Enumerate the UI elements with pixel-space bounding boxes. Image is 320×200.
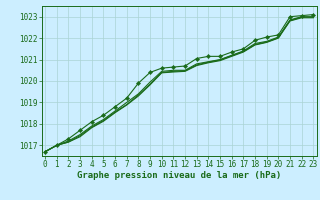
X-axis label: Graphe pression niveau de la mer (hPa): Graphe pression niveau de la mer (hPa) xyxy=(77,171,281,180)
